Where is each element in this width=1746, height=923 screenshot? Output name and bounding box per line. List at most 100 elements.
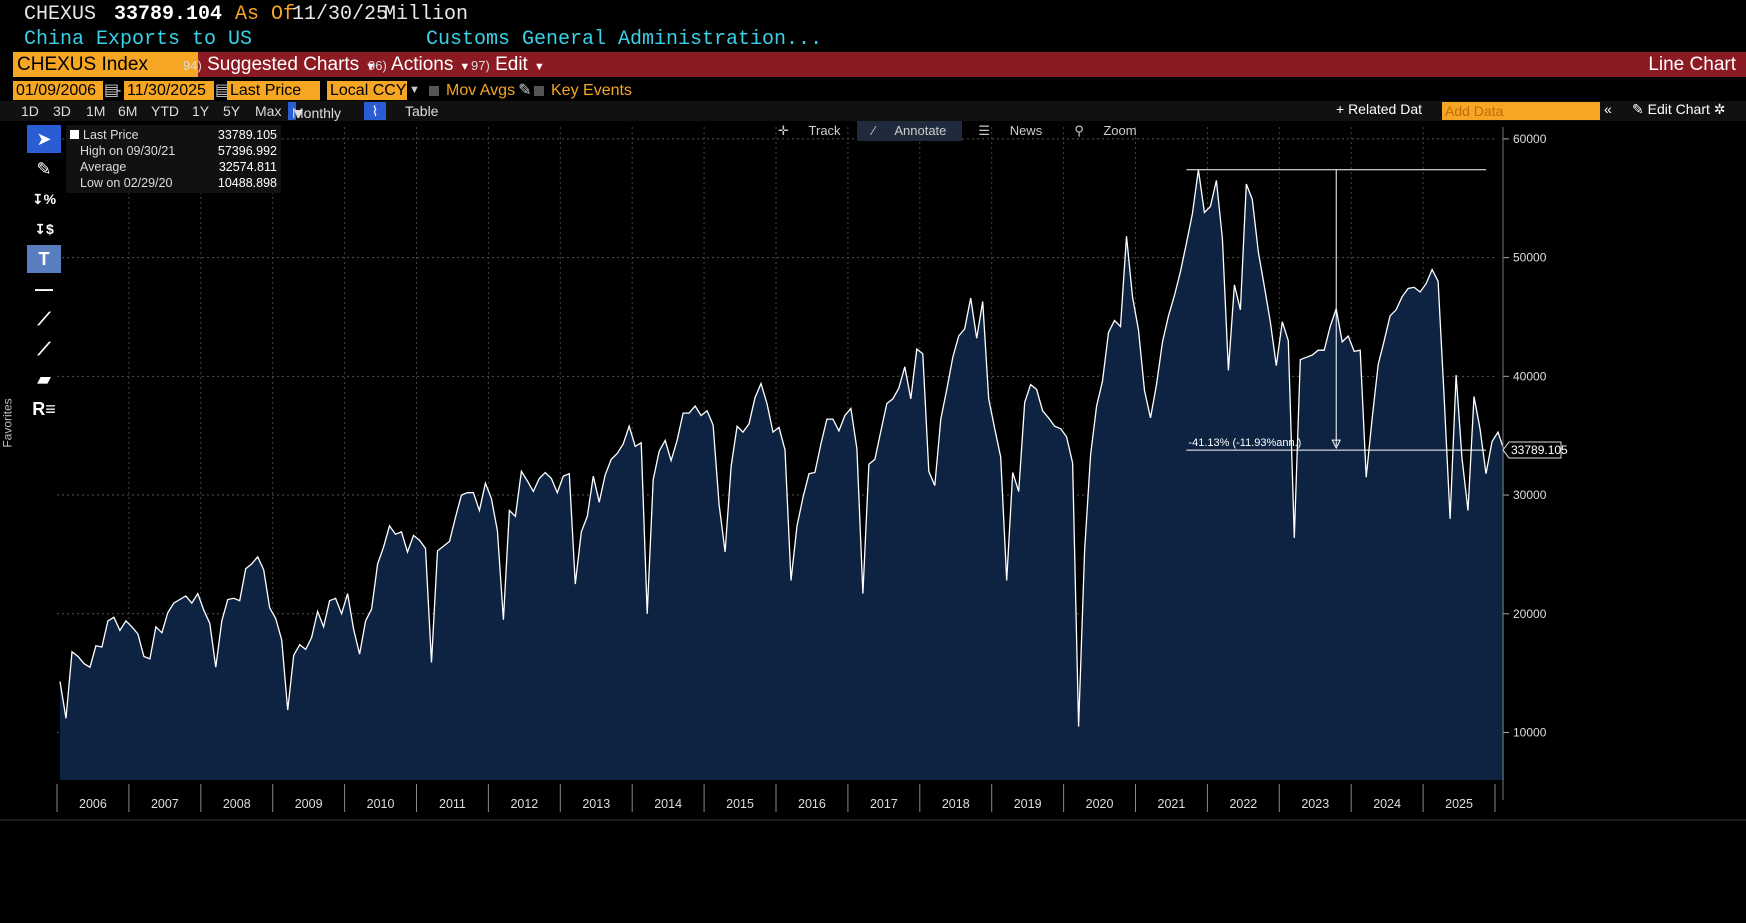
actions-label: Actions — [391, 54, 454, 75]
x-tick-label: 2025 — [1445, 797, 1473, 811]
news-button[interactable]: ☰ News — [962, 121, 1058, 141]
legend-last-label: Last Price — [83, 128, 139, 142]
legend-high-label: High on 09/30/21 — [80, 144, 176, 158]
periodicity-select[interactable]: Monthly ▼ — [288, 102, 341, 121]
axes: 10000 20000 30000 40000 50000 60000 2006 2007 20… — [0, 127, 1746, 821]
chevron-down-icon: ▼ — [292, 105, 306, 121]
range-max[interactable]: Max — [255, 103, 282, 119]
legend-low-label: Low on 02/29/20 — [80, 176, 173, 190]
track-button[interactable]: ✛ Track — [762, 121, 857, 141]
channel-icon[interactable]: ▰ — [37, 368, 51, 389]
x-tick-label: 2015 — [726, 797, 754, 811]
series-line — [59, 169, 1505, 727]
suggested-charts-menu[interactable]: 94) Suggested Charts ▼ — [183, 52, 376, 77]
range-1y[interactable]: 1Y — [192, 103, 210, 119]
y-tick-label: 30000 — [1513, 488, 1547, 502]
ticker: CHEXUS — [24, 3, 97, 26]
series-area — [60, 169, 1504, 780]
currency-select[interactable]: Local CCY — [327, 81, 407, 100]
chart-svg[interactable]: 10000 20000 30000 40000 50000 60000 2006 2007 20… — [0, 121, 1746, 918]
calendar-icon[interactable]: ▤ — [104, 82, 120, 99]
source-label: Customs General Administration... — [426, 28, 823, 51]
as-of-date: 11/30/25 — [292, 3, 389, 26]
legend-low: Low on 02/29/20 10488.898 — [70, 175, 277, 191]
legend-last-price: Last Price 33789.105 — [70, 127, 277, 143]
add-data-input[interactable]: Add Data — [1442, 102, 1600, 120]
favorites-tab[interactable]: Favorites — [1, 376, 27, 476]
zoom-button[interactable]: ⚲ Zoom — [1058, 121, 1152, 141]
x-tick-label: 2012 — [510, 797, 538, 811]
annotation-arrow-head — [1331, 439, 1342, 450]
related-data-button[interactable]: + Related Dat — [1336, 101, 1422, 117]
field-select[interactable]: Last Price — [227, 81, 320, 100]
legend: Last Price 33789.105 High on 09/30/21 5739… — [66, 125, 281, 193]
x-tick-label: 2020 — [1086, 797, 1114, 811]
y-tick-label: 10000 — [1513, 726, 1547, 740]
end-date-input[interactable]: 11/30/2025 — [124, 81, 214, 100]
trend-line-ext-icon[interactable]: ⟋ — [37, 338, 51, 359]
range-ytd[interactable]: YTD — [151, 103, 179, 119]
legend-average: Average 32574.811 — [70, 159, 277, 175]
annotate-toolbar: ✛ Track ⁄ Annotate ☰ News ⚲ Zoom — [762, 121, 1153, 141]
collapse-icon[interactable]: « — [1604, 101, 1612, 117]
percent-change-icon[interactable]: ↧% — [31, 190, 57, 207]
x-tick-label: 2017 — [870, 797, 898, 811]
chart-type-label: Line Chart — [1648, 54, 1736, 75]
legend-high: High on 09/30/21 57396.992 — [70, 143, 277, 159]
key-events-toggle[interactable]: Key Events — [534, 81, 632, 100]
units-label: Million — [384, 3, 469, 26]
plot-area: 10000 20000 30000 40000 50000 60000 2006 2007 20… — [0, 121, 1746, 918]
chevron-down-icon: ▼ — [533, 61, 545, 73]
actions-menu[interactable]: 96) Actions ▼ — [368, 52, 470, 77]
range-1m[interactable]: 1M — [86, 103, 106, 119]
range-6m[interactable]: 6M — [118, 103, 138, 119]
dollar-change-icon[interactable]: ↧$ — [34, 220, 54, 237]
range-5y[interactable]: 5Y — [223, 103, 241, 119]
annotate-button[interactable]: ⁄ Annotate — [856, 121, 963, 141]
periodicity-label: Monthly — [292, 105, 342, 121]
x-tick-label: 2009 — [295, 797, 323, 811]
news-label: News — [1009, 123, 1043, 138]
more-tools-icon[interactable]: R≡ — [32, 398, 56, 419]
chevron-down-icon[interactable]: ▼ — [409, 84, 420, 96]
x-tick-label: 2021 — [1158, 797, 1186, 811]
y-tick-label: 50000 — [1513, 251, 1547, 265]
checkbox-icon — [534, 85, 544, 96]
favorites-label: Favorites — [0, 398, 15, 448]
controls-row: 01/09/2006 ▤ - 11/30/2025 ▤ Last Price L… — [0, 80, 1746, 101]
trend-line-icon[interactable]: ⟋ — [37, 308, 51, 329]
y-tick-label: 40000 — [1513, 369, 1547, 383]
y-tick-label: 20000 — [1513, 607, 1547, 621]
drawing-toolbar: ➤ ✎ ↧% ↧$ T — ⟋ ⟋ ▰ R≡ — [13, 123, 61, 425]
x-tick-label: 2019 — [1014, 797, 1042, 811]
key-events-label: Key Events — [551, 82, 632, 99]
x-tick-label: 2013 — [582, 797, 610, 811]
security-field[interactable]: CHEXUS Index — [13, 52, 198, 77]
last-price-tag — [1502, 441, 1562, 459]
cursor-icon[interactable]: ➤ — [27, 125, 61, 153]
calendar-icon[interactable]: ▤ — [215, 82, 231, 99]
range-1d[interactable]: 1D — [21, 103, 39, 119]
annotate-label: Annotate — [894, 123, 947, 138]
x-tick-label: 2007 — [151, 797, 179, 811]
pencil-tool-icon[interactable]: ✎ — [36, 158, 52, 179]
pencil-icon: ✎ — [518, 82, 532, 99]
checkbox-icon — [429, 85, 439, 96]
legend-low-value: 10488.898 — [217, 176, 277, 190]
table-button[interactable]: Table — [405, 103, 439, 119]
mov-avgs-toggle[interactable]: Mov Avgs ✎ — [429, 81, 531, 100]
line-chart-icon[interactable]: ⌇ — [364, 102, 386, 120]
text-tool-icon[interactable]: T — [27, 245, 61, 273]
legend-last-value: 33789.105 — [217, 128, 277, 142]
edit-chart-button[interactable]: ✎ Edit Chart ✲ — [1632, 101, 1726, 118]
last-value: 33789.104 — [114, 3, 223, 26]
edit-menu[interactable]: 97) Edit ▼ — [471, 52, 545, 77]
pencil-icon: ✎ — [1632, 101, 1644, 117]
gear-icon: ✲ — [1713, 101, 1726, 117]
start-date-input[interactable]: 01/09/2006 — [13, 81, 103, 100]
legend-high-value: 57396.992 — [217, 144, 277, 158]
horizontal-line-icon[interactable]: — — [35, 278, 53, 299]
annotation-label: -41.13% (-11.93%ann.) — [1188, 437, 1301, 449]
x-tick-label: 2018 — [942, 797, 970, 811]
range-3d[interactable]: 3D — [53, 103, 71, 119]
